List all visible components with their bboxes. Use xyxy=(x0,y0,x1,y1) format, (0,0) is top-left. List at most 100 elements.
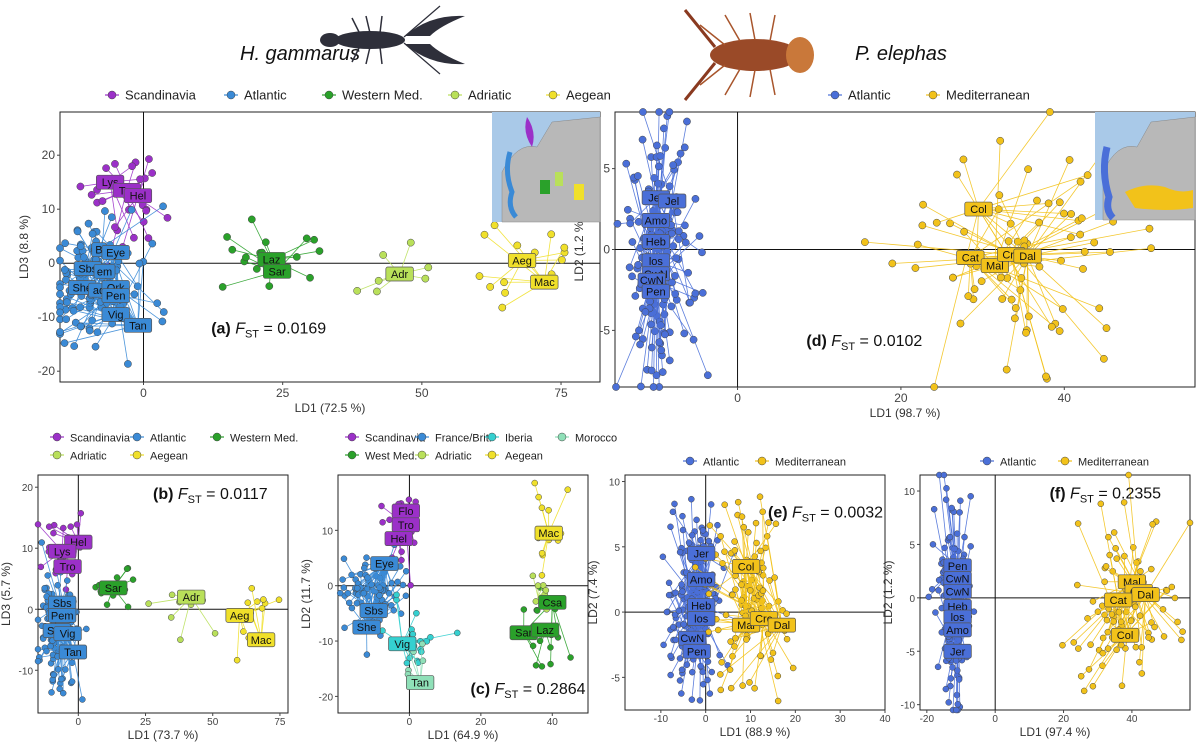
data-point xyxy=(928,586,936,593)
spoke-line xyxy=(933,208,979,388)
data-point xyxy=(757,547,764,555)
data-point xyxy=(704,676,711,684)
data-point xyxy=(935,587,942,594)
data-point xyxy=(1033,196,1041,205)
population-label: Dal xyxy=(774,620,791,632)
data-point xyxy=(56,283,64,292)
data-point xyxy=(949,273,957,282)
legend-marker xyxy=(132,432,142,442)
data-point xyxy=(1149,521,1156,528)
data-point xyxy=(970,608,978,615)
data-point xyxy=(739,682,746,689)
data-point xyxy=(692,564,699,571)
x-tick-label: 30 xyxy=(835,714,847,725)
data-point xyxy=(746,679,753,686)
data-point xyxy=(70,342,79,350)
data-point xyxy=(653,141,661,150)
legend-marker xyxy=(417,450,427,460)
data-point xyxy=(1110,529,1118,536)
data-point xyxy=(1035,218,1043,227)
legend-entry: Atlantic xyxy=(1000,457,1037,469)
data-point xyxy=(734,498,742,506)
data-point xyxy=(718,659,725,666)
legend-marker xyxy=(347,450,357,460)
population-label-box xyxy=(101,288,130,303)
data-point xyxy=(967,543,974,550)
legend-marker xyxy=(324,90,334,100)
data-point xyxy=(532,598,540,605)
data-point xyxy=(34,646,42,653)
data-point xyxy=(752,519,760,527)
data-point xyxy=(253,598,261,605)
y-tick-label: -10 xyxy=(38,310,56,324)
data-point xyxy=(353,286,362,295)
x-tick-label: 75 xyxy=(554,386,568,400)
data-point xyxy=(1075,645,1082,652)
data-point xyxy=(247,215,256,224)
data-point xyxy=(520,606,528,613)
data-point xyxy=(628,238,637,246)
data-point xyxy=(113,574,121,581)
data-point xyxy=(1106,248,1114,256)
data-point xyxy=(1118,641,1125,649)
population-label: Mac xyxy=(251,635,272,647)
data-point xyxy=(705,628,712,636)
legend-entry: Western Med. xyxy=(342,88,423,103)
data-point xyxy=(1132,603,1139,611)
population-label: Cat xyxy=(1110,595,1127,607)
legend-entry: Scandinavia xyxy=(70,433,131,445)
data-point xyxy=(861,238,869,246)
spoke-line xyxy=(236,615,241,661)
population-label: Adr xyxy=(183,592,200,604)
data-point xyxy=(669,508,677,516)
data-point xyxy=(1055,327,1064,335)
data-point xyxy=(1035,262,1044,271)
population-label: Dal xyxy=(1137,590,1154,602)
panel-label: (a) xyxy=(211,320,235,337)
legend-entry: Adriatic xyxy=(435,451,472,463)
data-point xyxy=(76,242,85,250)
data-point xyxy=(47,642,54,650)
data-point xyxy=(242,253,250,262)
data-point xyxy=(994,205,1003,214)
fst-annotation: (f) FST = 0.2355 xyxy=(1050,486,1162,506)
x-tick-label: 0 xyxy=(76,717,82,728)
spoke-line xyxy=(98,205,164,251)
population-label: CwN xyxy=(946,586,970,598)
data-point xyxy=(93,328,102,337)
population-label: Sbs xyxy=(364,606,383,618)
data-point xyxy=(129,576,137,583)
data-point xyxy=(63,577,71,584)
data-point xyxy=(1011,304,1020,312)
data-point xyxy=(759,587,767,594)
data-point xyxy=(265,282,274,290)
data-point xyxy=(1076,230,1085,239)
data-point xyxy=(669,161,677,169)
data-point xyxy=(942,685,950,693)
population-label: Laz xyxy=(263,254,281,266)
data-point xyxy=(1024,165,1032,174)
population-label-box xyxy=(93,263,116,279)
data-point xyxy=(398,548,405,555)
x-tick-label: 40 xyxy=(1058,391,1072,405)
population-label: Col xyxy=(970,204,987,216)
fst-annotation: (d) FST = 0.0102 xyxy=(806,333,922,353)
x-tick-label: 0 xyxy=(734,391,741,405)
legend-marker xyxy=(212,432,222,442)
data-point xyxy=(56,290,64,299)
population-label: Sbs xyxy=(78,264,97,276)
population-label: Col xyxy=(1117,630,1134,642)
legend-panel-d: Atlantic Mediterranean xyxy=(828,88,1030,103)
data-point xyxy=(60,265,69,274)
data-point xyxy=(76,182,85,191)
data-point xyxy=(376,592,383,599)
data-point xyxy=(995,191,1004,200)
data-point xyxy=(647,343,656,352)
x-tick-label: 10 xyxy=(745,714,757,725)
legend-marker xyxy=(52,450,62,460)
spoke-line xyxy=(80,245,117,315)
population-label: Pen xyxy=(687,646,707,658)
data-point xyxy=(545,506,552,514)
data-point xyxy=(1080,247,1089,256)
population-label: Heb xyxy=(691,601,711,613)
